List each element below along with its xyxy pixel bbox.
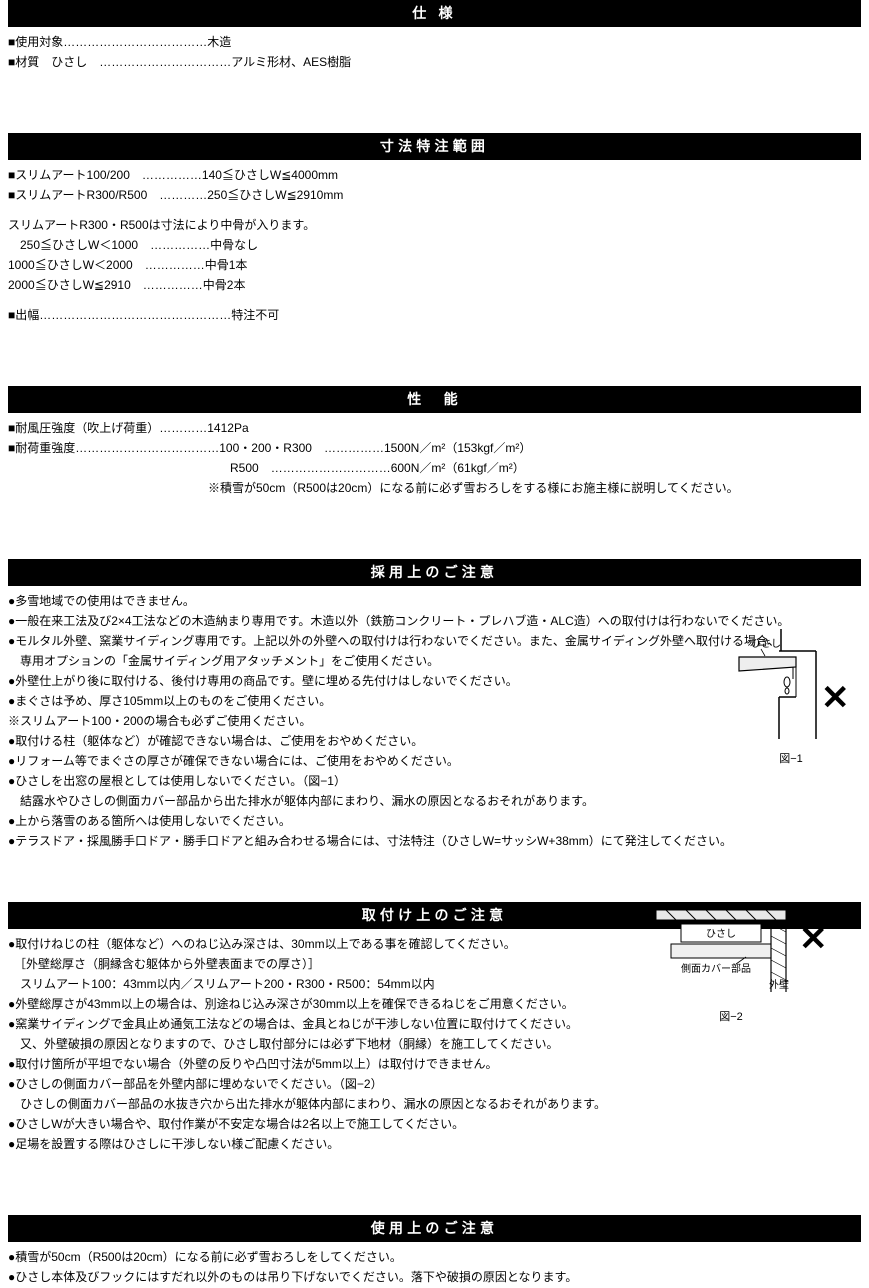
header-performance: 性 能 <box>8 386 861 413</box>
bone-note-block: スリムアートR300・R500は寸法により中骨が入ります。 250≦ひさしW＜1… <box>8 216 861 294</box>
dots: …………… <box>145 258 205 272</box>
bone-value: 中骨2本 <box>203 278 246 292</box>
list-item: ●ひさしを出窓の屋根としては使用しないでください。（図−1） <box>8 772 861 790</box>
list-item: ●ひさしWが大きい場合や、取付作業が不安定な場合は2名以上で施工してください。 <box>8 1115 861 1133</box>
section-performance: 性 能 ■耐風圧強度（吹上げ荷重）…………1412Pa ■耐荷重強度………………… <box>8 386 861 497</box>
spec-label: ■材質 ひさし <box>8 55 99 69</box>
list-item: ●積雪が50cm（R500は20cm）になる前に必ず雪おろしをしてください。 <box>8 1248 861 1266</box>
list-item: ●足場を設置する際はひさしに干渉しない様ご配慮ください。 <box>8 1135 861 1153</box>
perf-label: ■耐荷重強度 <box>8 441 75 455</box>
bone-range: 1000≦ひさしW＜2000 <box>8 258 133 272</box>
perf-value: 1412Pa <box>207 421 248 435</box>
perf-load: ■耐荷重強度………………………………100・200・R300 ……………1500… <box>8 439 861 457</box>
width-row: ■出幅…………………………………………特注不可 <box>8 306 861 324</box>
dots: …………… <box>143 278 203 292</box>
section-usage: 使用上のご注意 ●積雪が50cm（R500は20cm）になる前に必ず雪おろしをし… <box>8 1215 861 1286</box>
perf-note: ※積雪が50cm（R500は20cm）になる前に必ず雪おろしをする様にお施主様に… <box>8 479 861 497</box>
list-item: ●上から落雪のある箇所へは使用しないでください。 <box>8 812 861 830</box>
list-item: 結露水やひさしの側面カバー部品から出た排水が躯体内部にまわり、漏水の原因となるお… <box>8 792 861 810</box>
list-item: ●多雪地域での使用はできません。 <box>8 592 861 610</box>
perf-model: R500 <box>230 461 271 475</box>
bone-value: 中骨1本 <box>205 258 248 272</box>
list-item: 又、外壁破損の原因となりますので、ひさし取付部分には必ず下地材（胴縁）を施工して… <box>8 1035 861 1053</box>
dots: ………… <box>159 188 207 202</box>
dim-label: ■スリムアートR300/R500 <box>8 188 159 202</box>
dots: …………… <box>324 441 384 455</box>
figure-1: ひさし ✕ 図−1 <box>731 629 851 759</box>
spec-row: ■材質 ひさし ……………………………アルミ形材、AES樹脂 <box>8 53 861 71</box>
section-spec: 仕 様 ■使用対象………………………………木造 ■材質 ひさし ……………………… <box>8 0 861 71</box>
list-item: ●ひさし本体及びフックにはすだれ以外のものは吊り下げないでください。落下や破損の… <box>8 1268 861 1286</box>
fig1-caption: 図−1 <box>731 751 851 768</box>
x-mark-icon: ✕ <box>821 679 850 717</box>
list-item: ●テラスドア・採風勝手口ドア・勝手口ドアと組み合わせる場合には、寸法特注（ひさし… <box>8 832 861 850</box>
dots: ………… <box>159 421 207 435</box>
spec-label: ■使用対象 <box>8 35 63 49</box>
fig1-hisashi-label: ひさし <box>751 638 781 650</box>
perf-value: 600N／m²（61kgf／m²） <box>391 461 525 475</box>
dim-value: 140≦ひさしW≦4000mm <box>202 168 338 182</box>
header-dimensions: 寸法特注範囲 <box>8 133 861 160</box>
bone-value: 中骨なし <box>210 238 258 252</box>
header-usage: 使用上のご注意 <box>8 1215 861 1242</box>
perf-load-2: R500 …………………………600N／m²（61kgf／m²） <box>8 459 861 477</box>
spec-value: 木造 <box>207 35 231 49</box>
bone-note: スリムアートR300・R500は寸法により中骨が入ります。 <box>8 216 861 234</box>
perf-note-text: ※積雪が50cm（R500は20cm）になる前に必ず雪おろしをする様にお施主様に… <box>208 481 739 495</box>
dim-row: ■スリムアートR300/R500 …………250≦ひさしW≦2910mm <box>8 186 861 204</box>
fig2-caption: 図−2 <box>611 1009 851 1026</box>
bone-range: 250≦ひさしW＜1000 <box>8 238 138 252</box>
fig1-svg: ひさし ✕ <box>731 629 851 744</box>
width-value: 特注不可 <box>231 308 279 322</box>
x-mark-icon: ✕ <box>799 920 828 958</box>
section-install: 取付け上のご注意 ひさし 側面カバー部品 外壁 ✕ 図−2 ●取付けねじの柱（躯… <box>8 902 861 1153</box>
header-adoption: 採用上のご注意 <box>8 559 861 586</box>
width-label: ■出幅 <box>8 308 39 322</box>
usage-list: ●積雪が50cm（R500は20cm）になる前に必ず雪おろしをしてください。 ●… <box>8 1248 861 1286</box>
dim-label: ■スリムアート100/200 <box>8 168 142 182</box>
perf-wind: ■耐風圧強度（吹上げ荷重）…………1412Pa <box>8 419 861 437</box>
fig2-wall-label: 外壁 <box>769 978 789 991</box>
figure-2: ひさし 側面カバー部品 外壁 ✕ 図−2 <box>651 902 851 1032</box>
dots: ………………………………………… <box>39 308 231 322</box>
bone-row: 2000≦ひさしW≦2910 ……………中骨2本 <box>8 276 861 294</box>
fig2-svg: ひさし 側面カバー部品 外壁 ✕ <box>651 902 851 1002</box>
section-adoption: 採用上のご注意 ひさし ✕ 図−1 ●多雪地域での使用はできません。 ●一般在来… <box>8 559 861 850</box>
bone-row: 1000≦ひさしW＜2000 ……………中骨1本 <box>8 256 861 274</box>
header-spec: 仕 様 <box>8 0 861 27</box>
dots: ……………………………… <box>75 441 219 455</box>
list-item: ●一般在来工法及び2×4工法などの木造納まり専用です。木造以外（鉄筋コンクリート… <box>8 612 861 630</box>
section-dimensions: 寸法特注範囲 ■スリムアート100/200 ……………140≦ひさしW≦4000… <box>8 133 861 324</box>
dim-value: 250≦ひさしW≦2910mm <box>207 188 343 202</box>
dots: …………………………… <box>99 55 231 69</box>
dots: …………… <box>150 238 210 252</box>
list-item: ●取付け箇所が平坦でない場合（外壁の反りや凸凹寸法が5mm以上）は取付けできませ… <box>8 1055 861 1073</box>
dots: ……………………………… <box>63 35 207 49</box>
bone-range: 2000≦ひさしW≦2910 <box>8 278 131 292</box>
dots: …………… <box>142 168 202 182</box>
spec-value: アルミ形材、AES樹脂 <box>231 55 351 69</box>
dim-row: ■スリムアート100/200 ……………140≦ひさしW≦4000mm <box>8 166 861 184</box>
list-item: ●ひさしの側面カバー部品を外壁内部に埋めないでください。（図−2） <box>8 1075 861 1093</box>
dots: ………………………… <box>271 461 391 475</box>
perf-model: 100・200・R300 <box>219 441 324 455</box>
fig2-hisashi-label: ひさし <box>706 928 736 940</box>
perf-label: ■耐風圧強度（吹上げ荷重） <box>8 421 159 435</box>
list-item: ひさしの側面カバー部品の水抜き穴から出た排水が躯体内部にまわり、漏水の原因となる… <box>8 1095 861 1113</box>
perf-value: 1500N／m²（153kgf／m²） <box>384 441 531 455</box>
bone-row: 250≦ひさしW＜1000 ……………中骨なし <box>8 236 861 254</box>
spec-row: ■使用対象………………………………木造 <box>8 33 861 51</box>
fig2-side-label: 側面カバー部品 <box>681 962 751 975</box>
